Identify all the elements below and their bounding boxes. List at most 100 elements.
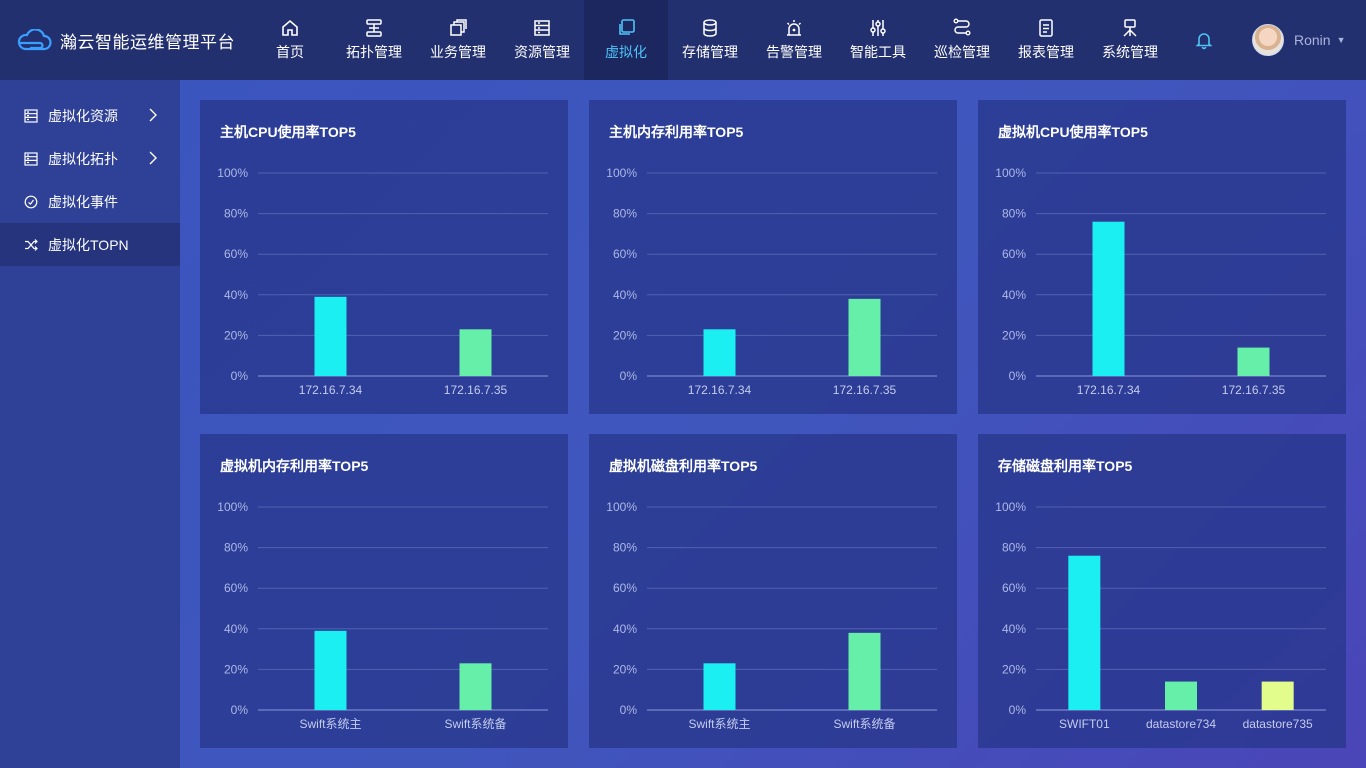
y-tick-label: 0% <box>1009 369 1027 383</box>
content-area: 主机CPU使用率TOP5 0% 20% 40% 60% 80% 100% 172.16.7.… <box>180 80 1366 768</box>
sidebar-item-label: 虚拟化拓扑 <box>48 150 118 167</box>
nav-topology[interactable]: 拓扑管理 <box>332 0 416 80</box>
topology-icon <box>366 19 382 37</box>
x-tick-label: 172.16.7.34 <box>688 383 752 397</box>
bar-chart: 0% 20% 40% 60% 80% 100% SWIFT01 datastore734 dat… <box>995 500 1326 731</box>
y-tick-label: 80% <box>613 207 637 221</box>
chart-card: 主机内存利用率TOP5 0% 20% 40% 60% 80% 100% 172.16.7.3… <box>589 100 957 414</box>
cloud-logo-icon <box>17 29 52 51</box>
x-tick-label: datastore734 <box>1146 717 1216 731</box>
sidebar-item-virtual-topology[interactable]: 虚拟化拓扑 <box>0 137 180 180</box>
bar <box>1237 347 1270 376</box>
y-tick-label: 80% <box>224 541 248 555</box>
nav-label: 告警管理 <box>766 44 822 60</box>
x-tick-label: SWIFT01 <box>1059 717 1110 731</box>
y-tick-label: 0% <box>231 369 249 383</box>
bar <box>314 630 347 710</box>
bar <box>1261 681 1294 710</box>
bar <box>1165 681 1197 710</box>
chart-title: 主机内存利用率TOP5 <box>609 124 744 140</box>
shuffle-icon <box>25 238 38 251</box>
clock-icon <box>24 195 38 208</box>
x-tick-label: 172.16.7.35 <box>1222 383 1286 397</box>
bar-chart: 0% 20% 40% 60% 80% 100% 172.16.7.34 172.16.7.35 <box>606 166 937 397</box>
brand[interactable]: 瀚云智能运维管理平台 <box>0 28 248 53</box>
avatar <box>1252 24 1284 56</box>
caret-down-icon: ▼ <box>1336 35 1346 45</box>
sidebar-item-virtual-topn[interactable]: 虚拟化TOPN <box>0 223 180 266</box>
y-tick-label: 100% <box>606 500 637 514</box>
resource-icon <box>534 20 550 36</box>
inspection-icon <box>953 18 971 36</box>
chart-title: 虚拟机内存利用率TOP5 <box>220 458 369 474</box>
bar-chart: 0% 20% 40% 60% 80% 100% Swift系统主 Swift系统备 <box>606 500 937 731</box>
y-tick-label: 100% <box>217 500 248 514</box>
sidebar-item-virtual-events[interactable]: 虚拟化事件 <box>0 180 180 223</box>
nav-label: 业务管理 <box>430 44 486 60</box>
virtualization-icon <box>619 19 635 35</box>
bar <box>459 329 492 376</box>
y-tick-label: 40% <box>1002 288 1026 302</box>
y-tick-label: 100% <box>995 166 1026 180</box>
chart-card: 存储磁盘利用率TOP5 0% 20% 40% 60% 80% 100% SWIFT01 dat… <box>978 434 1346 748</box>
nav-label: 智能工具 <box>850 44 906 60</box>
nav-business[interactable]: 业务管理 <box>416 0 500 80</box>
x-tick-label: 172.16.7.34 <box>1077 383 1141 397</box>
bar <box>848 298 881 376</box>
nav-label: 资源管理 <box>514 44 570 60</box>
y-tick-label: 40% <box>1002 622 1026 636</box>
y-tick-label: 100% <box>217 166 248 180</box>
sidebar-item-label: 虚拟化事件 <box>48 193 118 210</box>
sidebar-item-virtual-resources[interactable]: 虚拟化资源 <box>0 94 180 137</box>
sidebar-item-label: 虚拟化TOPN <box>48 236 129 253</box>
list-icon <box>24 151 38 166</box>
x-tick-label: 172.16.7.34 <box>299 383 363 397</box>
business-icon <box>450 19 467 36</box>
chart-card: 虚拟机CPU使用率TOP5 0% 20% 40% 60% 80% 100% 172.16.7… <box>978 100 1346 414</box>
y-tick-label: 60% <box>613 247 637 261</box>
chart-title: 虚拟机CPU使用率TOP5 <box>998 124 1148 140</box>
nav-virtualization[interactable]: 虚拟化 <box>584 0 668 80</box>
x-tick-label: datastore735 <box>1243 717 1313 731</box>
nav-storage[interactable]: 存储管理 <box>668 0 752 80</box>
chart-title: 主机CPU使用率TOP5 <box>220 124 356 140</box>
alarm-icon <box>786 20 802 36</box>
main-nav: 首页 拓扑管理 业务管理 资源管理 虚拟化 存储管理 告警管理 智能工具 <box>248 0 1172 80</box>
y-tick-label: 0% <box>620 703 638 717</box>
top-bar: 瀚云智能运维管理平台 首页 拓扑管理 业务管理 资源管理 虚拟化 存储管理 <box>0 0 1366 80</box>
nav-report[interactable]: 报表管理 <box>1004 0 1088 80</box>
nav-alarm[interactable]: 告警管理 <box>752 0 836 80</box>
y-tick-label: 20% <box>613 662 637 676</box>
x-tick-label: Swift系统主 <box>299 717 361 731</box>
nav-inspection[interactable]: 巡检管理 <box>920 0 1004 80</box>
y-tick-label: 80% <box>1002 541 1026 555</box>
sidebar-item-label: 虚拟化资源 <box>48 107 118 124</box>
user-menu[interactable]: Ronin ▼ <box>1252 24 1346 56</box>
y-tick-label: 40% <box>224 622 248 636</box>
nav-label: 存储管理 <box>682 44 738 60</box>
nav-home[interactable]: 首页 <box>248 0 332 80</box>
y-tick-label: 20% <box>1002 328 1026 342</box>
y-tick-label: 60% <box>613 581 637 595</box>
bar <box>1092 221 1125 376</box>
nav-label: 巡检管理 <box>934 44 990 60</box>
chart-card: 虚拟机内存利用率TOP5 0% 20% 40% 60% 80% 100% Swift系统主 S… <box>200 434 568 748</box>
bar <box>703 329 736 376</box>
y-tick-label: 60% <box>224 581 248 595</box>
bell-icon[interactable] <box>1194 30 1214 50</box>
tools-icon <box>870 20 886 36</box>
nav-tools[interactable]: 智能工具 <box>836 0 920 80</box>
user-name: Ronin <box>1294 32 1331 48</box>
chevron-right-icon <box>149 108 157 122</box>
nav-system[interactable]: 系统管理 <box>1088 0 1172 80</box>
bar-chart: 0% 20% 40% 60% 80% 100% Swift系统主 Swift系统备 <box>217 500 548 731</box>
bar <box>314 296 347 376</box>
y-tick-label: 20% <box>613 328 637 342</box>
bar-chart: 0% 20% 40% 60% 80% 100% 172.16.7.34 172.16.7.35 <box>995 166 1326 397</box>
storage-icon <box>703 19 717 37</box>
chart-card: 主机CPU使用率TOP5 0% 20% 40% 60% 80% 100% 172.16.7.… <box>200 100 568 414</box>
nav-label: 拓扑管理 <box>346 44 402 60</box>
nav-resource[interactable]: 资源管理 <box>500 0 584 80</box>
y-tick-label: 60% <box>224 247 248 261</box>
list-icon <box>24 108 38 123</box>
